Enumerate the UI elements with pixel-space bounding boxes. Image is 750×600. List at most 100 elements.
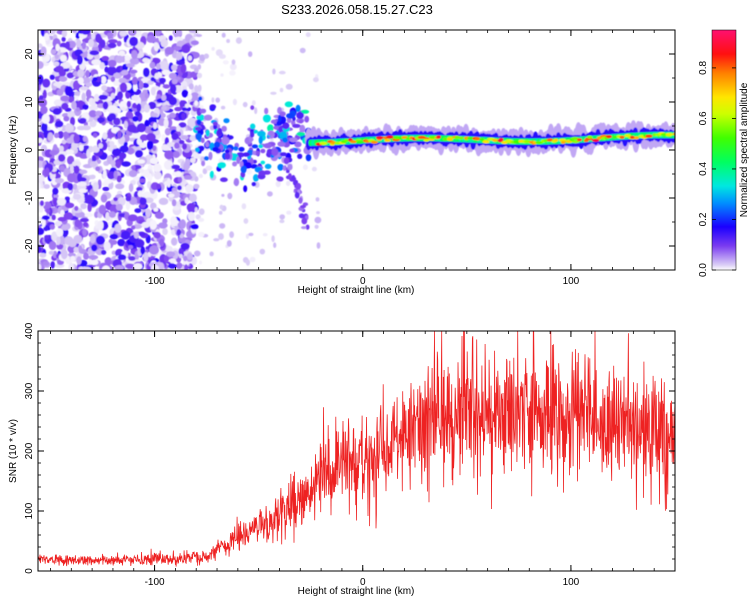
y-tick-label: 400 xyxy=(24,322,35,339)
heatmap-blob xyxy=(260,148,266,154)
heatmap-blob xyxy=(305,154,312,162)
heatmap-blob xyxy=(571,136,579,140)
heatmap-blob xyxy=(167,263,177,269)
heatmap-blob xyxy=(98,94,108,100)
heatmap-blob xyxy=(115,160,121,169)
heatmap-blob xyxy=(184,197,189,204)
heatmap-blob xyxy=(586,135,593,139)
heatmap-blob xyxy=(106,66,117,76)
heatmap-blob xyxy=(128,183,134,193)
heatmap-blob xyxy=(113,197,118,202)
heatmap-blob xyxy=(150,112,159,118)
heatmap-blob xyxy=(221,193,225,197)
heatmap-blob xyxy=(89,234,96,244)
heatmap-blob xyxy=(187,55,193,61)
heatmap-blob xyxy=(248,232,254,237)
snr-background xyxy=(38,331,675,571)
heatmap-blob xyxy=(163,160,174,170)
heatmap-blob xyxy=(296,111,304,119)
heatmap-blob xyxy=(143,252,149,262)
x-tick-label: 100 xyxy=(563,577,580,588)
heatmap-blob xyxy=(118,50,126,57)
heatmap-blob xyxy=(53,82,63,87)
heatmap-blob xyxy=(242,152,250,157)
heatmap-blob xyxy=(52,108,62,115)
heatmap-blob xyxy=(81,266,92,270)
heatmap-blob xyxy=(311,166,317,172)
heatmap-blob xyxy=(177,176,183,183)
heatmap-blob xyxy=(146,133,156,142)
heatmap-blob xyxy=(42,215,50,221)
heatmap-blob xyxy=(282,137,288,143)
heatmap-blob xyxy=(111,148,122,157)
heatmap-blob xyxy=(152,145,157,152)
heatmap-blob xyxy=(164,46,174,55)
heatmap-blob xyxy=(54,132,60,139)
heatmap-blob xyxy=(42,78,51,88)
heatmap-blob xyxy=(85,70,90,78)
y-tick-label: 200 xyxy=(24,442,35,459)
heatmap-blob xyxy=(63,67,70,72)
heatmap-blob xyxy=(82,135,88,142)
heatmap-blob xyxy=(619,135,625,139)
heatmap-blob xyxy=(161,105,167,111)
heatmap-blob xyxy=(54,178,65,184)
heatmap-blob xyxy=(213,238,220,242)
heatmap-blob xyxy=(150,86,156,96)
heatmap-blob xyxy=(95,235,105,245)
heatmap-blob xyxy=(78,245,83,254)
heatmap-blob xyxy=(115,183,125,190)
heatmap-blob xyxy=(218,233,224,240)
heatmap-blob xyxy=(143,169,150,178)
heatmap-blob xyxy=(91,59,102,66)
heatmap-blob xyxy=(201,160,206,167)
heatmap-blob xyxy=(262,233,268,237)
heatmap-blob xyxy=(150,77,155,82)
heatmap-blob xyxy=(39,252,47,258)
heatmap-blob xyxy=(186,252,193,260)
heatmap-blob xyxy=(65,149,75,155)
heatmap-blob xyxy=(349,140,358,144)
heatmap-blob xyxy=(125,263,135,269)
heatmap-blob xyxy=(40,105,48,115)
heatmap-blob xyxy=(226,39,231,43)
heatmap-blob xyxy=(42,89,47,99)
heatmap-blob xyxy=(111,250,117,255)
heatmap-blob xyxy=(120,230,131,240)
heatmap-blob xyxy=(39,200,45,207)
heatmap-blob xyxy=(276,176,284,182)
heatmap-blob xyxy=(162,84,170,89)
heatmap-blob xyxy=(300,109,310,114)
heatmap-blob xyxy=(249,256,256,263)
heatmap-blob xyxy=(257,130,266,137)
heatmap-blob xyxy=(51,231,58,242)
heatmap-blob xyxy=(576,138,583,142)
heatmap-blob xyxy=(93,93,100,102)
heatmap-blob xyxy=(195,133,202,141)
heatmap-blob xyxy=(65,41,70,50)
heatmap-blob xyxy=(205,129,210,137)
heatmap-blob xyxy=(289,137,298,143)
heatmap-blob xyxy=(183,175,193,180)
heatmap-blob xyxy=(101,265,111,270)
heatmap-blob xyxy=(109,233,119,240)
heatmap-blob xyxy=(60,209,65,217)
heatmap-blob xyxy=(73,165,80,174)
heatmap-blob xyxy=(88,145,94,153)
heatmap-blob xyxy=(120,106,127,112)
heatmap-blob xyxy=(98,143,104,149)
heatmap-blob xyxy=(251,100,256,106)
heatmap-blob xyxy=(153,122,157,130)
y-tick-label: 300 xyxy=(24,382,35,399)
heatmap-blob xyxy=(77,55,83,65)
heatmap-blob xyxy=(38,263,42,270)
heatmap-blob xyxy=(73,246,79,253)
heatmap-blob xyxy=(71,100,77,110)
heatmap-blob xyxy=(133,176,141,182)
heatmap-blob xyxy=(163,30,172,33)
heatmap-blob xyxy=(296,132,306,137)
heatmap-blob xyxy=(560,140,566,144)
heatmap-blob xyxy=(38,216,43,226)
heatmap-blob xyxy=(78,177,87,182)
